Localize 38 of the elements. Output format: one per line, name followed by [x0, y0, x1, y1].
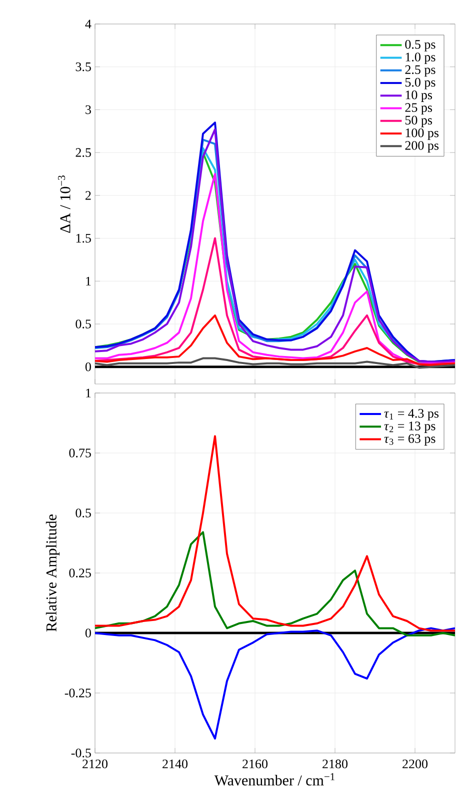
x-tick-label: 2120	[82, 760, 108, 768]
y-tick-label: -0.5	[71, 748, 91, 758]
legend-label: 0.5 ps	[405, 40, 436, 52]
line-series	[95, 627, 456, 740]
y-tick-label: 1.5	[76, 234, 91, 243]
legend-label: τ$_{3}$ = 63 ps	[384, 434, 436, 446]
legend-label: 5.0 ps	[405, 78, 436, 90]
y-tick-label: 0.5	[76, 320, 91, 328]
line-series	[95, 314, 456, 366]
y-tick-label: 0	[85, 362, 91, 372]
x-tick-label: 2180	[322, 760, 348, 768]
y-tick-label: 2.5	[76, 148, 91, 157]
x-tick-label: 2140	[162, 760, 188, 768]
y-tick-label: 1	[86, 276, 91, 286]
y-tick-label: 4	[85, 20, 92, 28]
legend-label: 25 ps	[405, 103, 432, 115]
legend-label: 200 ps	[405, 141, 439, 152]
y-tick-label: 1	[86, 388, 91, 398]
x-tick-label: 2200	[402, 760, 428, 768]
y-tick-label: 0	[85, 628, 91, 638]
y-tick-label: 2	[86, 191, 91, 200]
y-axis-title: Relative Amplitude	[46, 514, 60, 632]
x-axis-title: Wavenumber / cm$^{−1}$	[214, 773, 334, 786]
y-axis-title: ΔA / 10$^{−3}$	[58, 176, 70, 233]
y-tick-label: 3.5	[76, 62, 91, 72]
y-tick-label: 0.5	[76, 508, 91, 518]
y-tick-label: 3	[86, 105, 91, 114]
legend-label: 50 ps	[405, 116, 432, 128]
y-tick-label: -0.25	[64, 688, 91, 698]
y-tick-label: 0.75	[69, 448, 91, 458]
legend-label: 10 ps	[406, 90, 432, 102]
legend-label: 1.0 ps	[406, 52, 436, 64]
y-tick-label: 0.25	[69, 568, 91, 578]
x-tick-label: 2160	[242, 760, 268, 768]
legend-label: τ$_{2}$ = 13 ps	[384, 422, 436, 433]
legend-label: 2.5 ps	[405, 65, 436, 77]
legend-label: τ$_{1}$ = 4.3 ps	[384, 408, 439, 420]
legend-label: 100 ps	[406, 128, 439, 140]
